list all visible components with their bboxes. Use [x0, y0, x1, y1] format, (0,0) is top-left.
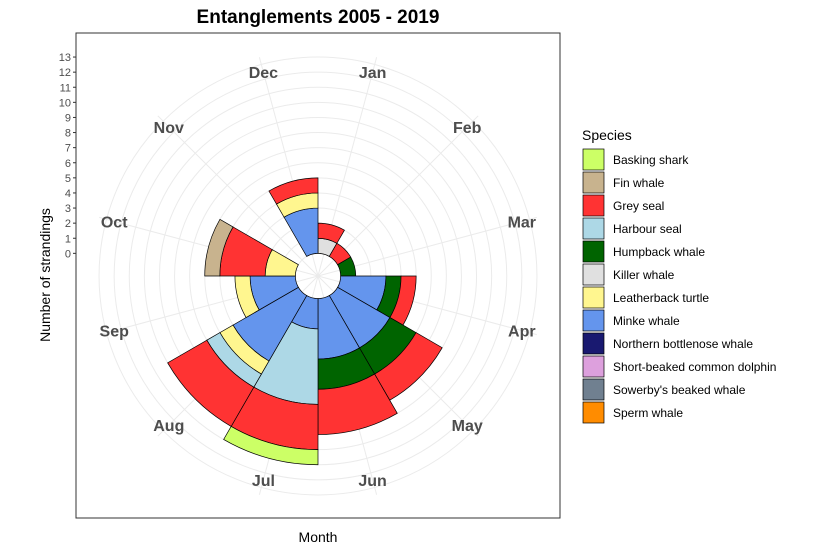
- month-labels: Jan Feb Mar Apr May Jun Jul Aug Sep Oct Nov Dec: [100, 65, 537, 490]
- legend-label: Short-beaked common dolphin: [613, 360, 776, 374]
- legend-label: Harbour seal: [613, 222, 682, 236]
- legend-label: Humpback whale: [613, 245, 705, 259]
- legend-swatch: [582, 171, 605, 194]
- legend-label: Sowerby's beaked whale: [613, 383, 746, 397]
- wedge-oct-fin-whale: [204, 218, 234, 277]
- y-tick-label: 2: [65, 218, 71, 230]
- month-label-jan: Jan: [359, 65, 387, 82]
- legend: Species Basking shark Fin whale Grey seal H…: [582, 127, 776, 424]
- legend-label: Northern bottlenose whale: [613, 337, 753, 351]
- y-tick-label: 12: [59, 67, 71, 79]
- month-label-may: May: [452, 418, 483, 435]
- y-tick-label: 13: [59, 52, 71, 64]
- y-tick-label: 9: [65, 112, 71, 124]
- y-tick-label: 1: [65, 233, 71, 245]
- bars-layer: [167, 177, 443, 466]
- grid-spoke: [157, 115, 319, 277]
- y-axis-title: Number of strandings: [37, 208, 53, 342]
- legend-swatch: [582, 286, 605, 309]
- month-label-jun: Jun: [358, 473, 386, 490]
- month-label-sep: Sep: [100, 324, 130, 341]
- y-tick-label: 7: [65, 143, 71, 155]
- y-tick-label: 6: [65, 158, 71, 170]
- wedge-jan-grey-seal: [317, 222, 345, 244]
- legend-swatch: [582, 378, 605, 401]
- month-label-jul: Jul: [252, 473, 275, 490]
- month-label-dec: Dec: [249, 65, 278, 82]
- legend-swatch: [582, 194, 605, 217]
- y-tick-label: 11: [60, 82, 71, 94]
- y-tick-label: 4: [65, 188, 71, 200]
- legend-label: Sperm whale: [613, 406, 683, 420]
- x-axis-title: Month: [299, 529, 338, 545]
- wedge-dec-grey-seal: [268, 177, 319, 205]
- y-tick-label: 8: [65, 128, 71, 140]
- legend-swatch: [582, 309, 605, 332]
- legend-label: Killer whale: [613, 268, 675, 282]
- y-tick-label: 3: [65, 203, 71, 215]
- grid-circle: [98, 56, 538, 496]
- legend-title: Species: [582, 127, 632, 143]
- month-label-aug: Aug: [153, 418, 184, 435]
- legend-swatch: [582, 355, 605, 378]
- legend-label: Leatherback turtle: [613, 291, 709, 305]
- month-label-oct: Oct: [101, 214, 128, 231]
- wedge-aug-grey-seal: [167, 339, 255, 427]
- month-label-apr: Apr: [508, 324, 536, 341]
- legend-swatch: [582, 263, 605, 286]
- legend-label: Minke whale: [613, 314, 680, 328]
- month-label-feb: Feb: [453, 120, 482, 137]
- month-label-nov: Nov: [154, 120, 184, 137]
- legend-swatch: [582, 148, 605, 171]
- month-label-mar: Mar: [508, 214, 536, 231]
- grid-circle: [113, 71, 523, 481]
- legend-swatch: [582, 240, 605, 263]
- legend-label: Grey seal: [613, 199, 664, 213]
- legend-swatch: [582, 332, 605, 355]
- chart-title: Entanglements 2005 - 2019: [197, 7, 440, 28]
- y-tick-label: 5: [65, 173, 71, 185]
- y-tick-label: 10: [59, 97, 71, 109]
- legend-label: Basking shark: [613, 153, 689, 167]
- legend-label: Fin whale: [613, 176, 665, 190]
- legend-swatch: [582, 217, 605, 240]
- legend-swatch: [582, 401, 605, 424]
- y-tick-label: 0: [65, 248, 71, 260]
